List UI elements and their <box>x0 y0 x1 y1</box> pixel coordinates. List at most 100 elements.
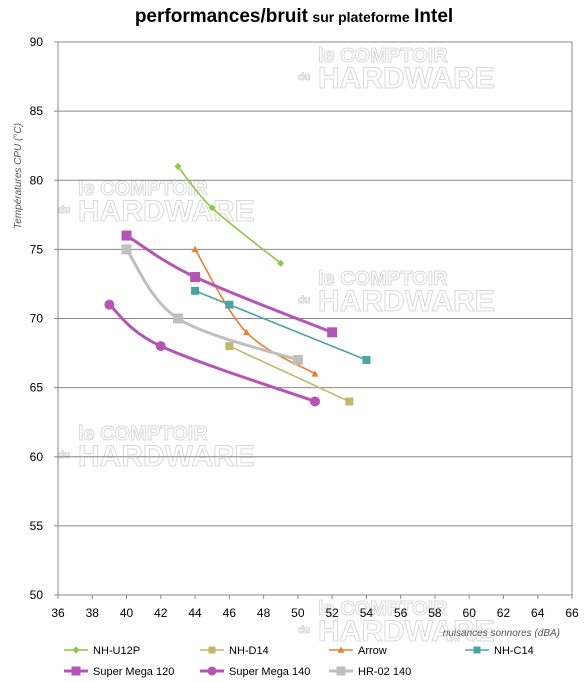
data-point <box>121 244 132 255</box>
svg-text:du: du <box>298 625 310 636</box>
legend-label: NH-D14 <box>229 645 269 657</box>
svg-text:HARDWARE: HARDWARE <box>318 285 495 318</box>
series-line <box>108 303 316 403</box>
x-tick-label: 46 <box>223 606 237 620</box>
data-point <box>473 646 481 654</box>
x-tick-label: 40 <box>120 606 134 620</box>
legend-item: Super Mega 140 <box>200 666 310 678</box>
x-tick-label: 58 <box>428 606 442 620</box>
chart-title-main: performances/bruit <box>134 6 308 27</box>
legend-label: HR-02 140 <box>358 666 411 678</box>
x-tick-label: 56 <box>394 606 408 620</box>
legend-label: NH-U12P <box>93 645 140 657</box>
x-tick-label: 42 <box>154 606 168 620</box>
y-tick-label: 75 <box>30 242 44 256</box>
chart-title: performances/bruit sur plateforme Intel <box>0 6 588 28</box>
data-point <box>225 300 234 309</box>
legend-item: NH-U12P <box>64 645 140 657</box>
series-line <box>194 290 367 361</box>
x-tick-label: 66 <box>565 606 579 620</box>
chart-title-end: Intel <box>414 6 454 27</box>
legend-label: Super Mega 140 <box>229 666 310 678</box>
svg-text:HARDWARE: HARDWARE <box>78 195 255 228</box>
data-point <box>104 299 115 310</box>
y-tick-label: 55 <box>30 519 44 533</box>
data-point <box>337 646 345 653</box>
data-point <box>190 272 201 283</box>
data-point <box>345 397 354 406</box>
grid-lines <box>58 41 572 596</box>
x-tick-label: 36 <box>51 606 65 620</box>
data-point <box>207 666 217 676</box>
x-tick-label: 54 <box>360 606 374 620</box>
series-line <box>125 234 333 334</box>
svg-text:du: du <box>298 295 310 306</box>
legend-label: NH-C14 <box>494 645 534 657</box>
svg-text:HARDWARE: HARDWARE <box>318 615 495 648</box>
y-tick-label: 65 <box>30 381 44 395</box>
series-3 <box>191 286 371 364</box>
y-tick-label: 50 <box>30 588 44 602</box>
y-tick-label: 85 <box>30 104 44 118</box>
x-tick-label: 48 <box>257 606 271 620</box>
legend: NH-U12P NH-D14 Arrow NH-C14 Super Mega 120 Su… <box>64 645 534 678</box>
legend-item: Arrow <box>329 645 387 657</box>
series-0 <box>174 162 285 267</box>
data-point <box>191 245 199 253</box>
x-tick-label: 62 <box>497 606 511 620</box>
series-1 <box>225 342 354 406</box>
legend-item: Super Mega 120 <box>64 666 174 678</box>
series-layer <box>104 162 371 407</box>
x-axis-ticks: 36 38 40 42 44 46 48 50 52 54 56 58 60 62 64 66 <box>51 595 579 620</box>
data-point <box>208 646 216 654</box>
y-tick-label: 60 <box>30 450 44 464</box>
y-tick-label: 80 <box>30 173 44 187</box>
data-point <box>191 286 200 295</box>
data-point <box>292 354 303 365</box>
data-point <box>155 341 166 352</box>
legend-item: NH-D14 <box>200 645 269 657</box>
data-point <box>71 666 81 676</box>
data-point <box>362 355 371 364</box>
svg-text:le COMPTOIR: le COMPTOIR <box>78 178 208 200</box>
chart-title-middle: sur plateforme <box>312 9 410 25</box>
legend-item: HR-02 140 <box>329 666 411 678</box>
data-point <box>311 370 319 377</box>
x-tick-label: 38 <box>86 606 100 620</box>
y-axis-label: Températures CPU (°C) <box>13 123 24 229</box>
data-point <box>174 162 182 170</box>
legend-item: NH-C14 <box>465 645 534 657</box>
data-point <box>310 396 320 407</box>
svg-text:le COMPTOIR: le COMPTOIR <box>78 423 208 445</box>
data-point <box>242 328 250 336</box>
data-point <box>277 259 285 267</box>
y-tick-label: 70 <box>30 312 44 326</box>
data-point <box>336 666 346 676</box>
series-5 <box>104 299 320 407</box>
data-point <box>172 313 183 324</box>
svg-text:le COMPTOIR: le COMPTOIR <box>318 268 448 290</box>
data-point <box>121 230 132 241</box>
series-4 <box>121 230 338 338</box>
data-point <box>72 646 80 654</box>
x-axis-label: nuisances sonnores (dBA) <box>443 628 560 639</box>
legend-label: Arrow <box>358 645 387 657</box>
data-point <box>225 342 234 351</box>
svg-text:le COMPTOIR: le COMPTOIR <box>318 598 448 620</box>
data-point <box>327 327 338 338</box>
svg-text:du: du <box>58 205 70 216</box>
svg-text:le COMPTOIR: le COMPTOIR <box>318 45 448 67</box>
data-point <box>208 204 216 212</box>
svg-text:du: du <box>58 450 70 461</box>
svg-text:du: du <box>298 72 310 83</box>
legend-label: Super Mega 120 <box>93 666 174 678</box>
x-tick-label: 50 <box>291 606 305 620</box>
x-tick-label: 64 <box>531 606 545 620</box>
